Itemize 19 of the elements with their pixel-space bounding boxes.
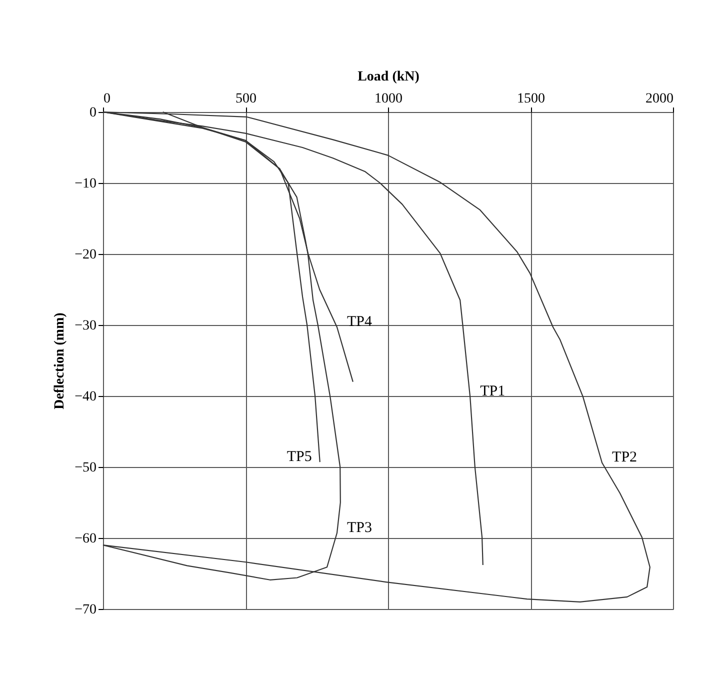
annotation: TP3	[346, 520, 372, 536]
x-tick-label: 2000	[646, 92, 674, 106]
x-axis-title: Load (kN)	[358, 70, 420, 84]
annotation: TP1	[480, 384, 506, 400]
y-tick-label: −60	[74, 532, 96, 546]
y-tick-label: −40	[74, 390, 96, 404]
y-tick-label: −10	[74, 176, 96, 192]
y-tick-label: −70	[74, 602, 96, 618]
y-tick-label: −30	[74, 318, 96, 334]
y-tick-label: −20	[74, 248, 96, 262]
x-tick-label: 0	[104, 92, 110, 106]
x-tick-label: 500	[236, 92, 256, 106]
x-tick-label: 1500	[517, 92, 545, 106]
y-tick-label: 0	[90, 106, 96, 120]
annotation: TP5	[286, 449, 312, 466]
annotation: TP2	[612, 450, 638, 466]
x-tick-label: 1000	[374, 92, 402, 106]
y-tick-label: −50	[74, 460, 96, 476]
y-axis-title: Deflection (mm)	[52, 312, 68, 410]
